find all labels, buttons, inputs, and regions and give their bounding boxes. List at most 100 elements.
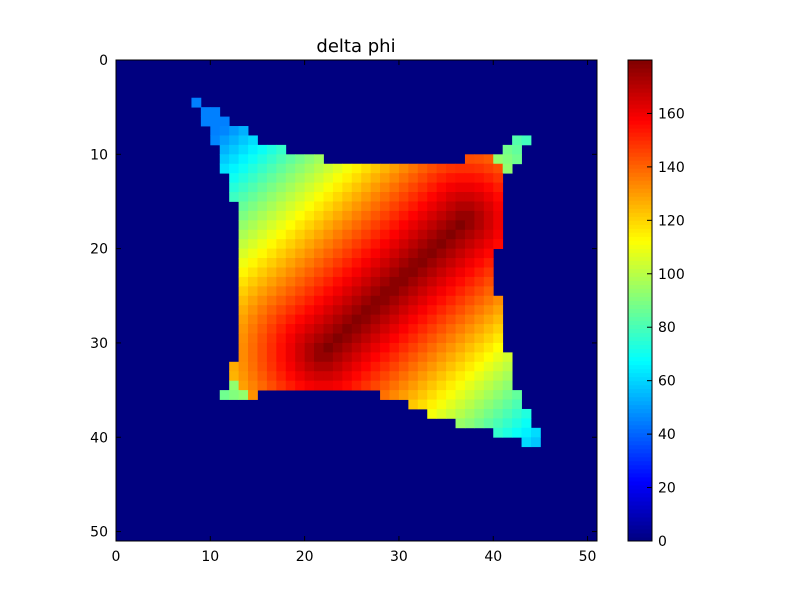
heatmap-cell — [229, 173, 240, 184]
heatmap-cell — [295, 324, 306, 334]
heatmap-cell — [493, 408, 504, 419]
colorbar-segment — [628, 184, 652, 189]
colorbar-segment — [628, 216, 652, 221]
heatmap-cell — [370, 267, 381, 278]
colorbar-segment — [628, 128, 652, 133]
heatmap-cell — [380, 333, 390, 344]
heatmap-cell — [266, 276, 277, 287]
heatmap-cell — [483, 286, 494, 297]
heatmap-cell — [285, 163, 296, 174]
heatmap-cell — [238, 286, 249, 297]
heatmap-cell — [389, 390, 400, 400]
y-tick-label: 0 — [99, 53, 108, 69]
heatmap-cell — [408, 258, 419, 268]
heatmap-cell — [285, 154, 296, 165]
heatmap-cell — [342, 201, 353, 212]
heatmap-cell — [380, 342, 390, 353]
heatmap-cell — [436, 192, 447, 202]
heatmap-cell — [436, 408, 447, 419]
heatmap-cell — [464, 342, 475, 353]
heatmap-cell — [266, 144, 277, 155]
heatmap-cell — [361, 229, 372, 240]
heatmap-cell — [342, 314, 353, 325]
heatmap-cell — [323, 314, 334, 325]
heatmap-cell — [427, 239, 438, 250]
colorbar-segment — [628, 104, 652, 109]
colorbar-segment — [628, 264, 652, 269]
heatmap-cell — [493, 333, 504, 344]
heatmap-cell — [436, 342, 447, 353]
heatmap-cell — [389, 314, 400, 325]
heatmap-cell — [427, 173, 438, 184]
heatmap-cell — [417, 258, 428, 268]
heatmap-cell — [474, 305, 485, 316]
heatmap-cell — [483, 295, 494, 306]
heatmap-cell — [530, 437, 541, 448]
heatmap-cell — [493, 182, 504, 193]
heatmap-cell — [304, 352, 315, 363]
heatmap-cell — [323, 371, 334, 382]
colorbar-segment — [628, 376, 652, 382]
heatmap-cell — [436, 163, 447, 174]
colorbar-segment — [628, 332, 652, 338]
heatmap-cell — [398, 267, 409, 278]
heatmap-cell — [323, 333, 334, 344]
heatmap-cell — [464, 276, 475, 287]
heatmap-cell — [219, 116, 230, 127]
heatmap-cell — [266, 220, 277, 231]
heatmap-cell — [389, 192, 400, 202]
colorbar-segment — [628, 164, 652, 169]
colorbar-segment — [628, 380, 652, 386]
heatmap-cell — [370, 229, 381, 240]
heatmap-cell — [266, 286, 277, 297]
heatmap-cell — [342, 276, 353, 287]
heatmap-cell — [446, 258, 456, 268]
heatmap-cell — [464, 371, 475, 382]
heatmap-cell — [332, 286, 343, 297]
heatmap-cell — [493, 361, 504, 372]
heatmap-cell — [266, 267, 277, 278]
heatmap-cell — [276, 258, 287, 268]
heatmap-cell — [332, 371, 343, 382]
colorbar-segment — [628, 232, 652, 237]
colorbar-segment — [628, 60, 652, 65]
colorbar-segment — [628, 204, 652, 209]
colorbar-segment — [628, 180, 652, 185]
heatmap-cell — [295, 286, 306, 297]
heatmap-cell — [229, 154, 240, 165]
colorbar-segment — [628, 120, 652, 125]
heatmap-cell — [408, 182, 419, 193]
heatmap-cell — [361, 192, 372, 202]
heatmap-cell — [370, 352, 381, 363]
heatmap-cell — [342, 324, 353, 334]
heatmap-cell — [464, 229, 475, 240]
heatmap-cell — [238, 126, 249, 136]
colorbar-segment — [628, 248, 652, 253]
heatmap-cell — [276, 267, 287, 278]
heatmap-cell — [219, 126, 230, 136]
colorbar-segment — [628, 212, 652, 217]
heatmap-cell — [427, 361, 438, 372]
heatmap-cell — [361, 182, 372, 193]
heatmap-cell — [398, 305, 409, 316]
heatmap-cell — [285, 342, 296, 353]
heatmap-cell — [332, 305, 343, 316]
heatmap-cell — [351, 286, 362, 297]
heatmap-cell — [483, 314, 494, 325]
heatmap-cell — [464, 239, 475, 250]
heatmap-cell — [323, 173, 334, 184]
heatmap-cell — [398, 276, 409, 287]
heatmap-cell — [455, 342, 466, 353]
colorbar-segment — [628, 96, 652, 101]
heatmap-cell — [446, 361, 456, 372]
heatmap-cell — [361, 258, 372, 268]
heatmap-cell — [427, 324, 438, 334]
heatmap-cell — [257, 380, 268, 391]
heatmap-cell — [493, 210, 504, 221]
heatmap-cell — [332, 192, 343, 202]
heatmap-cell — [304, 333, 315, 344]
heatmap-cell — [342, 286, 353, 297]
heatmap-cell — [314, 201, 324, 212]
heatmap-cell — [493, 220, 504, 231]
heatmap-cell — [361, 201, 372, 212]
